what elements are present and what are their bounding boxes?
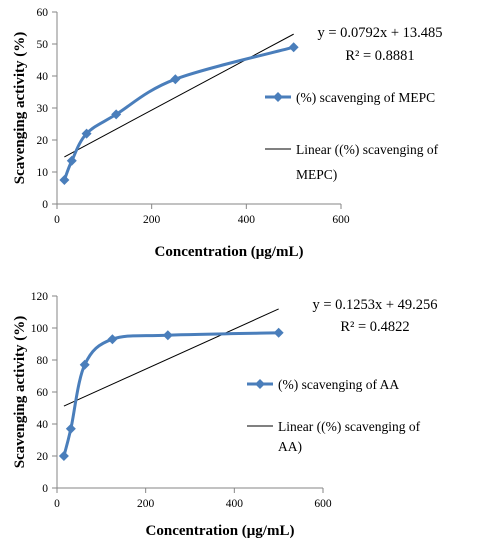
data-point [65, 423, 76, 434]
y-tick-label: 0 [42, 199, 48, 211]
data-point [79, 359, 90, 370]
legend-trendline-label: Linear ((%) scavenging of [296, 142, 439, 157]
data-point [81, 128, 92, 139]
y-tick-label: 60 [37, 387, 49, 399]
legend-trendline-label-cont: AA) [278, 439, 302, 454]
legend: (%) scavenging of MEPC Linear ((%) scaven… [265, 90, 439, 182]
y-tick-label: 60 [37, 7, 49, 19]
data-point [273, 327, 284, 338]
legend-trendline-label: Linear ((%) scavenging of [278, 419, 421, 434]
data-point [170, 74, 181, 85]
y-tick-label: 40 [37, 71, 49, 83]
x-tick-label: 200 [137, 498, 155, 510]
data-point [111, 109, 122, 120]
trendline [64, 33, 294, 158]
legend-series-label: (%) scavenging of MEPC [296, 90, 435, 105]
y-tick-label: 120 [31, 291, 49, 303]
x-tick-label: 200 [143, 214, 161, 226]
data-point [59, 175, 70, 185]
legend-series-label: (%) scavenging of AA [278, 377, 399, 392]
y-tick-label: 100 [31, 323, 49, 335]
x-tick-label: 600 [314, 498, 332, 510]
r-squared-label: R² = 0.8881 [345, 48, 414, 64]
y-tick-label: 10 [37, 167, 49, 179]
y-axis-title: Scavenging activity (%) [12, 316, 28, 468]
y-tick-label: 20 [37, 135, 49, 147]
x-axis-title: Concentration (μg/mL) [155, 244, 304, 260]
series-line [62, 45, 295, 181]
y-tick-label: 80 [37, 355, 49, 367]
legend-series-marker [273, 92, 283, 102]
y-tick-label: 0 [42, 483, 48, 495]
x-tick-label: 400 [238, 214, 256, 226]
data-point [162, 330, 173, 341]
trendline [63, 308, 279, 407]
legend-series-marker [255, 379, 265, 389]
data-point [66, 155, 77, 166]
series-line [62, 331, 279, 457]
y-tick-label: 40 [37, 419, 49, 431]
trendline-equation: y = 0.0792x + 13.485 [317, 25, 442, 41]
y-tick-label: 20 [37, 451, 49, 463]
legend: (%) scavenging of AA Linear ((%) scavengi… [247, 377, 421, 454]
trendline-equation: y = 0.1253x + 49.256 [312, 297, 437, 313]
chart-2: 0 20 40 60 80 100 120 0 200 400 600 Concentration (… [12, 291, 438, 539]
r-squared-label: R² = 0.4822 [340, 319, 409, 335]
x-tick-label: 0 [54, 214, 60, 226]
x-tick-label: 600 [332, 214, 350, 226]
y-tick-label: 30 [37, 103, 49, 115]
data-point [58, 451, 69, 461]
y-tick-label: 50 [37, 39, 49, 51]
y-axis-title: Scavenging activity (%) [12, 32, 28, 184]
x-axis-title: Concentration (μg/mL) [146, 523, 295, 539]
data-point [107, 334, 118, 345]
data-point [288, 42, 299, 53]
x-tick-label: 400 [226, 498, 244, 510]
legend-trendline-label-cont: MEPC) [296, 167, 337, 182]
x-tick-label: 0 [54, 498, 60, 510]
